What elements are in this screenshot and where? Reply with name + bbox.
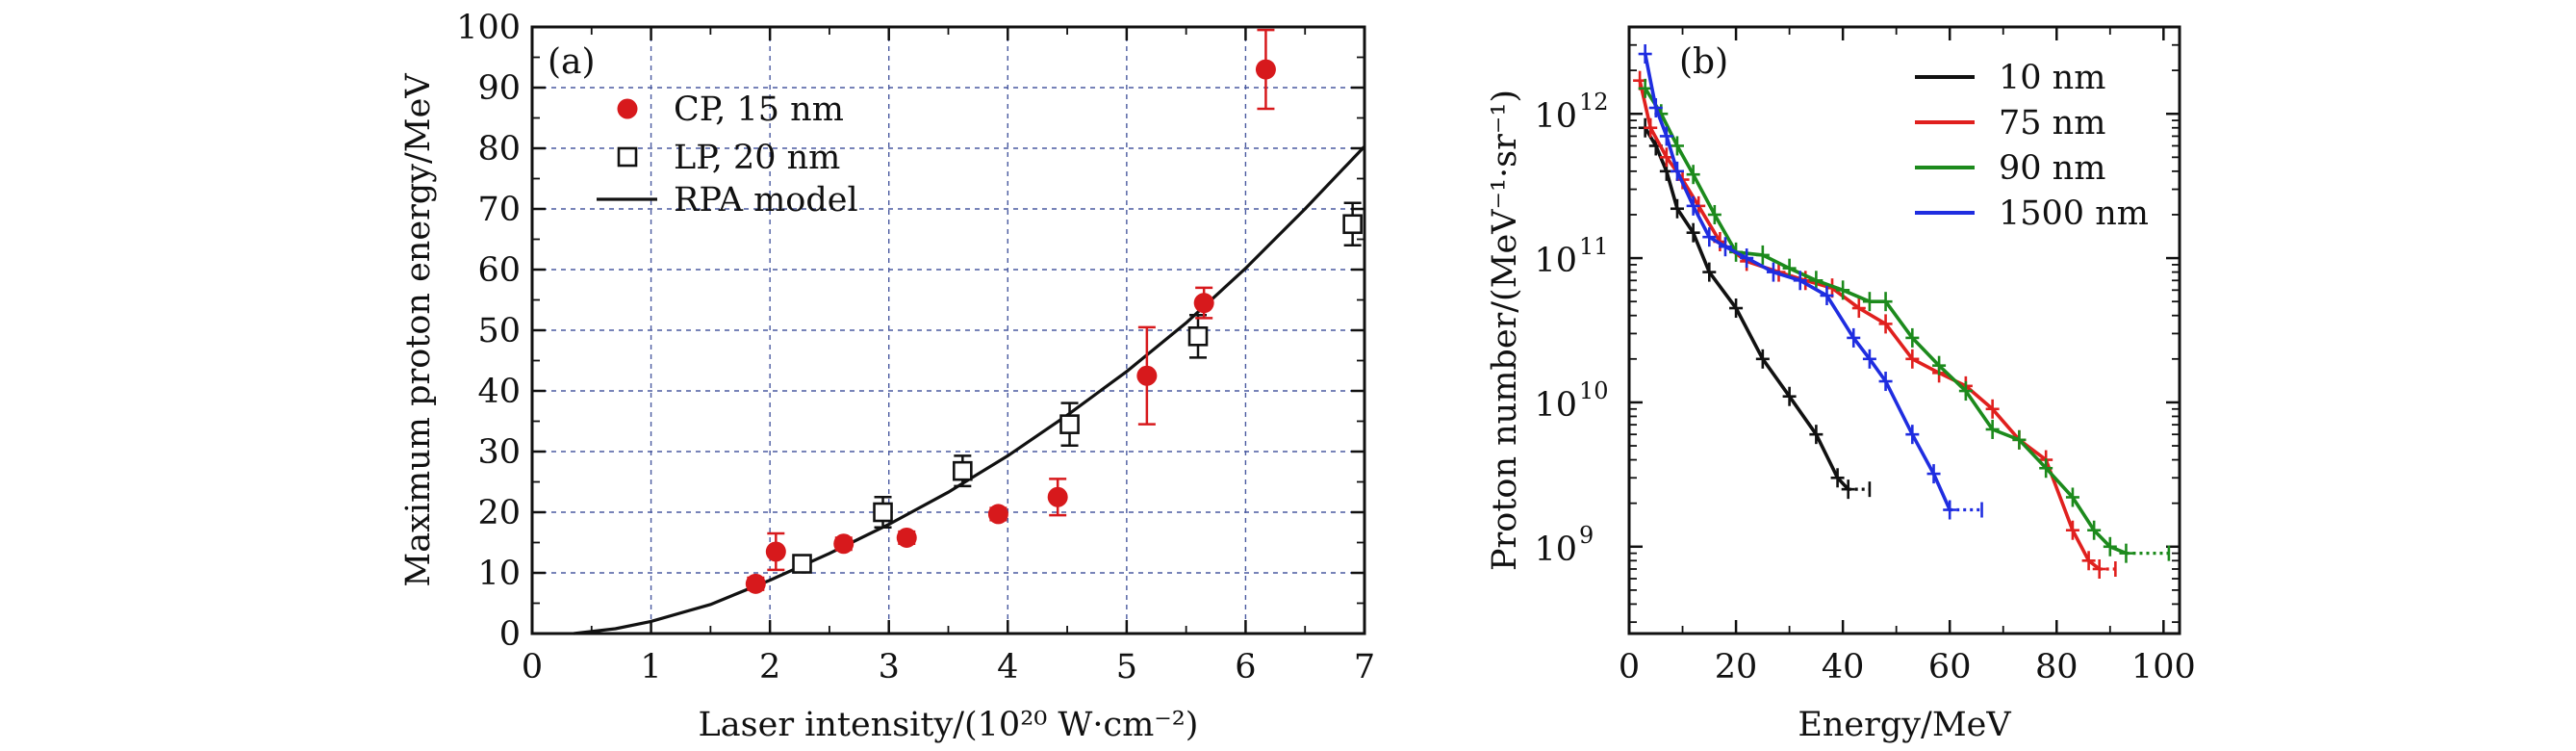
y-tick-label: 10 [1534,531,1577,569]
legend-marker-lp [617,146,638,168]
lp-square-marker [792,554,812,574]
lp-point [873,496,893,529]
series-10-nm [1638,117,1872,500]
lp-square-marker [1187,325,1209,347]
cp-point [1193,286,1214,320]
lp-square-marker [1059,414,1080,434]
lp-point [1187,314,1209,359]
y-tick-label: 0 [499,615,521,654]
y-tick-label: 40 [477,373,521,411]
legend-label-90-nm: 90 nm [1999,149,2105,188]
y-tick-label: 70 [477,191,521,229]
panel-b-series [1633,44,2171,579]
legend-marker-cp [617,98,638,119]
panel-b-y-axis-label: Proton number/(MeV⁻¹·sr⁻¹) [1486,90,1524,571]
panel-a-label: (a) [548,42,596,82]
panel-b-x-axis-label: Energy/MeV [1798,706,2011,744]
panel-b-plot-frame [1627,25,2181,635]
y-tick-exponent: 10 [1579,377,1609,404]
x-tick-label: 0 [522,648,543,686]
cp-circle-marker [765,541,786,562]
panel-a-x-axis-label: Laser intensity/(10²⁰ W·cm⁻²) [699,706,1199,744]
x-tick-label: 3 [879,648,900,686]
y-tick-label: 80 [477,130,521,168]
x-tick-label: 2 [759,648,780,686]
panel-a-legend: CP, 15 nm LP, 20 nm RPA model [597,91,858,220]
cp-circle-marker [833,533,854,555]
panel-b-label: (b) [1679,42,1728,82]
x-tick-label: 80 [2035,648,2079,686]
x-tick-label: 6 [1235,648,1256,686]
x-tick-label: 40 [1822,648,1865,686]
series-90-nm [1638,78,2171,563]
panel-a-y-axis-label: Maximum proton energy/MeV [399,73,438,587]
cp-point [1136,325,1158,426]
cp-point [833,533,854,555]
cp-circle-marker [896,527,917,548]
series-1500-nm [1638,44,1983,520]
x-tick-label: 60 [1928,648,1972,686]
cp-point [1047,478,1068,517]
y-tick-label: 10 [1534,242,1577,280]
panel-b-legend: 10 nm 75 nm 90 nm 1500 nm [1915,59,2149,233]
legend-label-lp: LP, 20 nm [674,139,840,177]
lp-point [1342,201,1363,247]
y-tick-label: 30 [477,433,521,472]
legend-label-rpa-model: RPA model [674,181,858,220]
x-tick-label: 4 [997,648,1018,686]
lp-point [792,554,812,574]
lp-point [1059,401,1080,447]
cp-point [987,504,1008,525]
cp-circle-marker [1136,365,1158,386]
y-tick-label: 20 [477,494,521,532]
x-tick-label: 5 [1116,648,1137,686]
lp-square-marker [1342,214,1363,235]
cp-circle-marker [1255,59,1276,80]
rpa-model-layer [574,144,1366,635]
cp-point [896,527,917,548]
y-tick-label: 60 [477,251,521,290]
y-tick-exponent: 12 [1579,89,1609,116]
panel-a-grid [532,27,1365,634]
panel-a-data-points [745,28,1363,594]
x-tick-label: 100 [2131,648,2196,686]
legend-label-10-nm: 10 nm [1999,59,2105,97]
y-tick-exponent: 11 [1579,233,1609,260]
series-line [1644,87,2128,556]
legend-label-cp: CP, 15 nm [674,91,844,129]
legend-label-1500-nm: 1500 nm [1999,194,2149,233]
y-tick-exponent: 9 [1579,522,1594,549]
x-tick-label: 0 [1619,648,1640,686]
y-tick-label: 10 [1534,97,1577,136]
cp-point [1255,28,1276,111]
x-tick-label: 7 [1354,648,1375,686]
y-tick-label: 10 [1534,386,1577,425]
y-tick-label: 10 [477,555,521,593]
lp-square-marker [873,502,893,523]
series-line [1643,53,1951,511]
rpa-model-line [574,144,1366,635]
y-tick-label: 100 [456,9,521,47]
lp-square-marker [953,460,973,481]
cp-circle-marker [1047,486,1068,507]
cp-circle-marker [745,573,766,594]
cp-circle-marker [1193,293,1214,314]
y-tick-label: 90 [477,69,521,108]
y-tick-label: 50 [477,312,521,350]
cp-point [765,531,786,572]
x-tick-label: 1 [640,648,661,686]
legend-label-75-nm: 75 nm [1999,104,2105,142]
x-tick-label: 20 [1715,648,1758,686]
cp-circle-marker [987,504,1008,525]
cp-point [745,573,766,594]
lp-point [953,454,973,488]
panel-a-plot-frame [530,25,1366,635]
series-line [1644,126,1850,491]
series-75-nm [1633,70,2117,579]
